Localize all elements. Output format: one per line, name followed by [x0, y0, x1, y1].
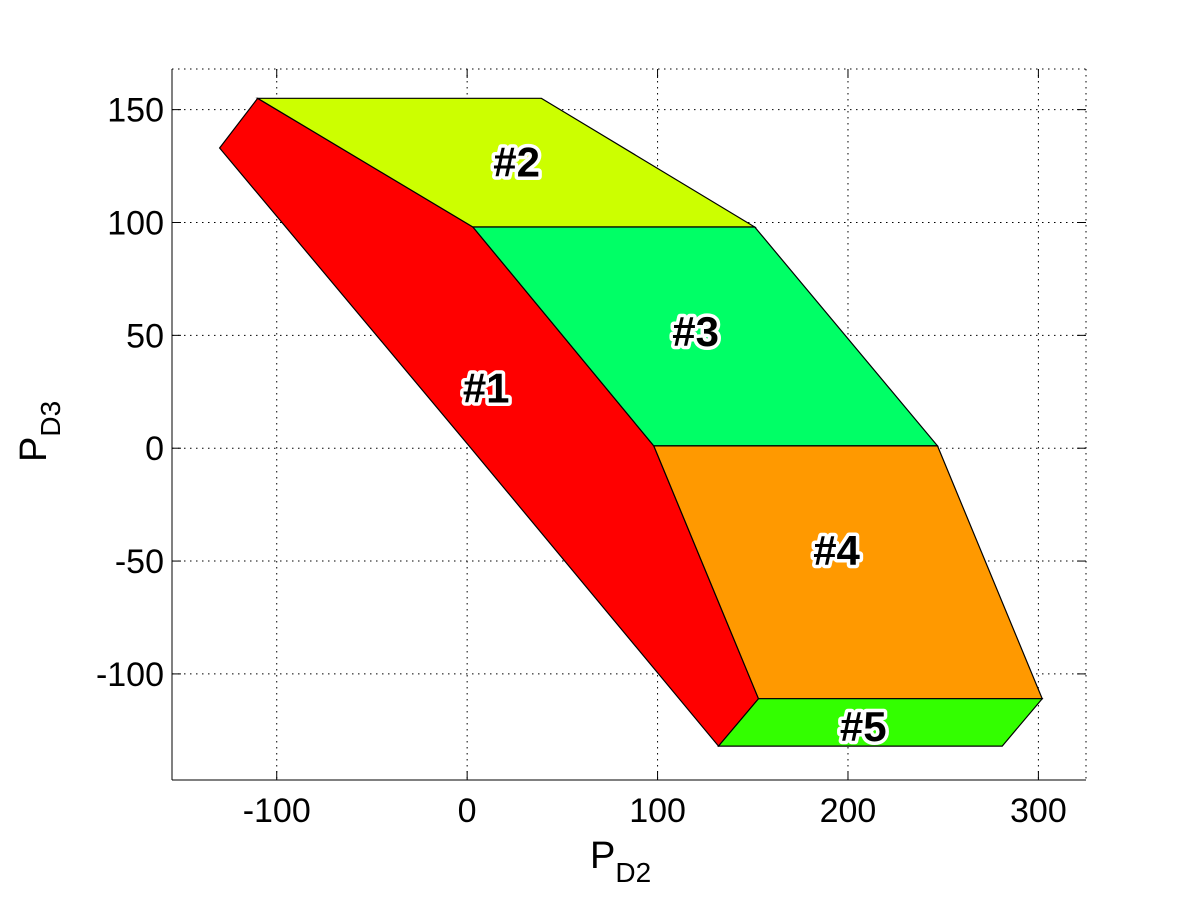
x-axis-label-main: P	[590, 835, 615, 877]
x-tick-label: 100	[629, 792, 686, 830]
y-tick-label: -50	[115, 543, 164, 581]
axes	[171, 69, 1086, 781]
x-tick-label: 0	[458, 792, 477, 830]
y-tick-label: 150	[107, 92, 164, 130]
region-4-label: #4	[813, 527, 860, 574]
region-5-polygon	[717, 698, 1044, 747]
axis-titles: PD2 PD3	[13, 401, 651, 888]
region-2-label: #2	[493, 139, 540, 186]
x-tick-label: -100	[243, 792, 311, 830]
y-axis-label-sub: D3	[35, 401, 66, 437]
y-axis-label-main: P	[13, 437, 55, 462]
regions	[218, 97, 1044, 748]
y-tick-label: -100	[96, 656, 164, 694]
x-axis-label-sub: D2	[615, 857, 651, 888]
region-3-label: #3	[672, 308, 719, 355]
tick-labels: -100 0 100 200 300 -100 -50 0 50 100 150	[96, 92, 1067, 830]
region-1-label: #1	[463, 364, 510, 411]
y-tick-label: 100	[107, 204, 164, 242]
region-5-label: #5	[840, 703, 887, 750]
y-axis-label: PD3	[13, 401, 66, 462]
region-labels: #1 #2 #3 #4 #5	[459, 135, 890, 753]
x-tick-label: 300	[1010, 792, 1067, 830]
y-tick-label: 0	[145, 430, 164, 468]
x-axis-label: PD2	[590, 835, 651, 888]
y-tick-label: 50	[126, 317, 164, 355]
x-tick-label: 200	[820, 792, 877, 830]
